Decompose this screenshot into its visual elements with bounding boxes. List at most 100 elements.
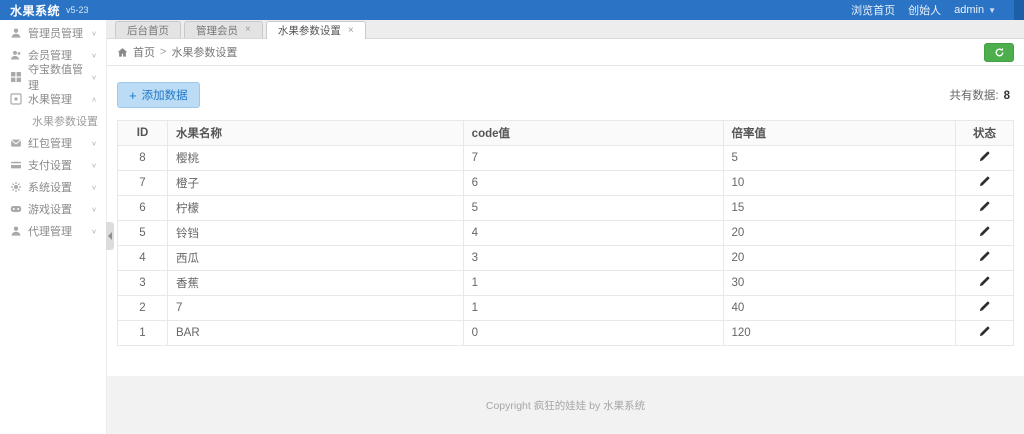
refresh-icon <box>995 47 1003 56</box>
refresh-button[interactable] <box>984 42 1014 62</box>
cell-status <box>955 270 1014 296</box>
sidebar-item-4[interactable]: 红包管理 ∨ <box>0 132 106 154</box>
browse-home-link[interactable]: 浏览首页 <box>851 5 896 17</box>
gear-icon <box>10 181 22 193</box>
cell-code: 6 <box>462 170 724 196</box>
agent-icon <box>10 225 22 237</box>
app-title: 水果系统 <box>10 3 61 18</box>
sidebar-collapse-handle[interactable] <box>106 222 114 250</box>
red-packet-icon <box>10 137 22 149</box>
edit-button[interactable] <box>978 175 991 188</box>
cell-status <box>955 195 1014 221</box>
copyright-text: Copyright 疯狂的娃娃 by 水果系统 <box>485 400 646 412</box>
plus-icon: + <box>129 87 137 103</box>
app-version: v5-23 <box>66 5 89 15</box>
sidebar-item-7[interactable]: 游戏设置 ∨ <box>0 198 106 220</box>
tab-2[interactable]: 水果参数设置 × <box>265 21 366 39</box>
cell-id: 2 <box>117 295 168 321</box>
close-icon[interactable]: × <box>245 24 251 35</box>
sidebar-item-label: 代理管理 <box>28 226 72 238</box>
chevron-down-icon: ▼ <box>988 5 996 15</box>
fruit-table: ID 水果名称 code值 倍率值 状态 8 樱桃 7 5 7 橙子 6 10 6 柠檬 5 15 5 铃… <box>117 120 1014 346</box>
close-icon[interactable]: × <box>347 24 354 36</box>
cell-rate: 120 <box>722 320 956 346</box>
chevron-down-icon: ∨ <box>91 139 97 147</box>
sidebar-item-6[interactable]: 系统设置 ∨ <box>0 176 106 198</box>
edit-button[interactable] <box>978 325 991 338</box>
table-row: 2 7 1 40 <box>117 295 1014 321</box>
topbar-nav: 浏览首页 创始人 admin ▼ <box>851 2 1024 18</box>
breadcrumb-home[interactable]: 首页 <box>133 47 155 59</box>
chevron-up-icon: ∧ <box>91 95 97 103</box>
sidebar: 管理员管理 ∨ 会员管理 ∨ 夺宝数值管理 ∨ 水果管理 ∧ 水果参数设置 红包管理 ∨ 支付设置 ∨ 系… <box>0 20 114 434</box>
edit-button[interactable] <box>978 300 991 313</box>
tab-strip: 后台首页 管理会员 × 水果参数设置 × <box>107 20 1024 39</box>
sidebar-item-5[interactable]: 支付设置 ∨ <box>0 154 106 176</box>
sidebar-item-label: 支付设置 <box>28 160 72 172</box>
cell-name: 铃铛 <box>167 220 464 246</box>
cell-code: 5 <box>462 195 724 221</box>
fruit-icon <box>10 93 22 105</box>
cell-rate: 30 <box>722 270 956 296</box>
tab-0[interactable]: 后台首页 <box>115 21 181 38</box>
edit-button[interactable] <box>978 150 991 163</box>
table-header-row: ID 水果名称 code值 倍率值 状态 <box>117 120 1014 146</box>
home-icon <box>117 47 128 58</box>
sidebar-item-0[interactable]: 管理员管理 ∨ <box>0 22 106 44</box>
sidebar-subitem-3-0-active[interactable]: 水果参数设置 <box>32 116 98 128</box>
count-value: 8 <box>1003 90 1010 102</box>
tab-1[interactable]: 管理会员 × <box>184 21 263 38</box>
header-status: 状态 <box>955 120 1014 146</box>
sidebar-item-2[interactable]: 夺宝数值管理 ∨ <box>0 64 106 92</box>
cell-name: 西瓜 <box>167 245 464 271</box>
edit-button[interactable] <box>978 225 991 238</box>
table-row: 7 橙子 6 10 <box>117 170 1014 196</box>
cell-status <box>955 295 1014 321</box>
edit-button[interactable] <box>978 250 991 263</box>
count-label: 共有数据: <box>949 90 999 102</box>
topbar: 水果系统 v5-23 浏览首页 创始人 admin ▼ <box>0 0 1024 20</box>
edit-button[interactable] <box>978 200 991 213</box>
toolbar: + 添加数据 共有数据: 8 <box>117 82 1014 108</box>
sidebar-item-label: 水果管理 <box>28 94 72 106</box>
chevron-left-icon <box>108 232 112 240</box>
sidebar-item-label: 红包管理 <box>28 138 72 150</box>
chevron-down-icon: ∨ <box>91 183 97 191</box>
cell-rate: 40 <box>722 295 956 321</box>
header-id: ID <box>117 120 168 146</box>
main-area: 后台首页 管理会员 × 水果参数设置 × 首页 > 水果参数设置 + 添加数据 <box>107 20 1024 434</box>
sidebar-item-3[interactable]: 水果管理 ∧ <box>0 88 106 110</box>
table-row: 8 樱桃 7 5 <box>117 145 1014 171</box>
cell-code: 4 <box>462 220 724 246</box>
cell-id: 8 <box>117 145 168 171</box>
cell-id: 1 <box>117 320 168 346</box>
chevron-down-icon: ∨ <box>91 227 97 235</box>
cell-rate: 5 <box>722 145 956 171</box>
edit-button[interactable] <box>978 275 991 288</box>
sidebar-item-label: 会员管理 <box>28 50 72 62</box>
add-data-label: 添加数据 <box>141 90 188 102</box>
chevron-down-icon: ∨ <box>91 29 97 37</box>
cell-id: 6 <box>117 195 168 221</box>
cell-name: 7 <box>167 295 464 321</box>
cell-code: 1 <box>462 270 724 296</box>
sidebar-item-1[interactable]: 会员管理 ∨ <box>0 44 106 66</box>
game-icon <box>10 203 22 215</box>
table-row: 1 BAR 0 120 <box>117 320 1014 346</box>
add-data-button[interactable]: + 添加数据 <box>117 82 200 108</box>
cell-name: 香蕉 <box>167 270 464 296</box>
chevron-down-icon: ∨ <box>91 161 97 169</box>
cell-rate: 15 <box>722 195 956 221</box>
cell-code: 7 <box>462 145 724 171</box>
cell-code: 1 <box>462 295 724 321</box>
payment-icon <box>10 159 22 171</box>
admin-dropdown[interactable]: admin ▼ <box>954 4 996 16</box>
cell-name: 橙子 <box>167 170 464 196</box>
cell-code: 3 <box>462 245 724 271</box>
table-row: 6 柠檬 5 15 <box>117 195 1014 221</box>
header-code: code值 <box>462 120 724 146</box>
topbar-corner-accent <box>1014 0 1024 20</box>
cell-status <box>955 245 1014 271</box>
sidebar-item-8[interactable]: 代理管理 ∨ <box>0 220 106 242</box>
cell-rate: 10 <box>722 170 956 196</box>
